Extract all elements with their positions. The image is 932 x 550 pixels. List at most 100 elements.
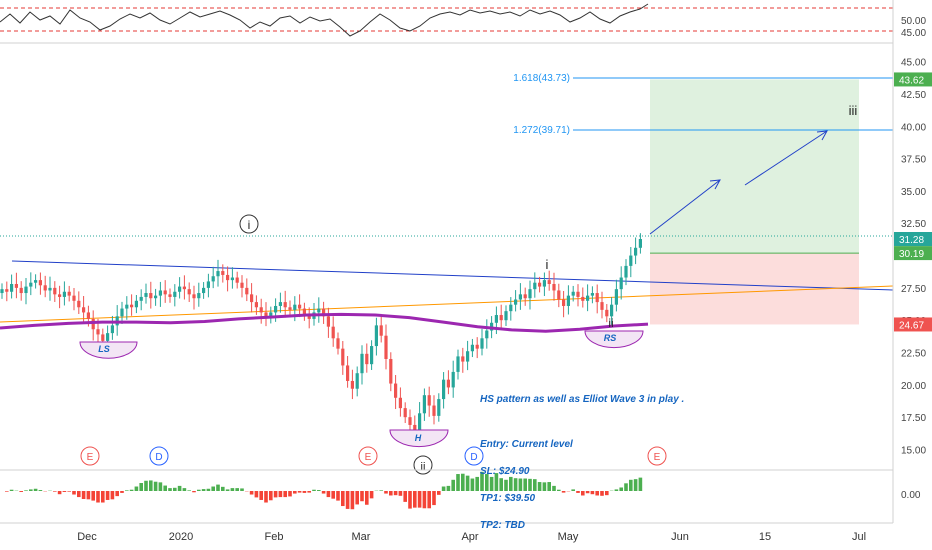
fib-level-label: 1.618(43.73) xyxy=(513,73,570,84)
event-marker-1-circle xyxy=(80,446,100,466)
histogram-bar xyxy=(120,491,124,493)
candle-body xyxy=(288,307,292,310)
candle-body xyxy=(619,277,623,290)
candle-body xyxy=(82,307,86,313)
wave-circle-ii xyxy=(413,455,433,475)
histogram-bar xyxy=(499,478,503,491)
histogram-bar xyxy=(369,491,374,499)
candle-body xyxy=(557,290,561,300)
event-marker-2-circle xyxy=(149,446,169,466)
histogram-bar xyxy=(557,489,561,491)
histogram-pane xyxy=(5,471,643,510)
histogram-bar xyxy=(221,486,225,491)
right-shoulder-arc xyxy=(584,330,644,349)
candle-body xyxy=(173,291,177,297)
candle-body xyxy=(278,302,282,306)
candle-body xyxy=(101,334,105,341)
candle-body xyxy=(302,308,306,316)
histogram-bar xyxy=(537,482,542,491)
candle-body xyxy=(456,356,460,372)
time-tick: 15 xyxy=(759,531,771,543)
candle-body xyxy=(91,318,95,330)
annotation-line-4: SL: $24.90 xyxy=(480,466,530,477)
histogram-bar xyxy=(105,491,110,500)
candle-body xyxy=(230,277,234,281)
candle-body xyxy=(259,307,263,313)
event-marker-4: D xyxy=(464,446,484,466)
histogram-bar xyxy=(72,491,76,495)
annotation-line-6: TP2: TBD xyxy=(480,520,525,531)
histogram-bar xyxy=(441,486,446,491)
time-tick: May xyxy=(558,531,579,543)
candle-body xyxy=(53,287,57,295)
candle-body xyxy=(86,312,90,319)
candle-body xyxy=(125,304,129,309)
histogram-bar xyxy=(398,491,403,496)
price-tick: 17.50 xyxy=(901,413,926,424)
histogram-bar xyxy=(153,481,158,491)
histogram-bar xyxy=(614,489,619,491)
histogram-bar xyxy=(485,474,489,491)
candle-body xyxy=(518,294,522,300)
candle-body xyxy=(182,286,186,290)
histogram-bar xyxy=(168,488,172,491)
histogram-bar xyxy=(432,491,436,506)
candle-body xyxy=(298,304,302,309)
candle-body xyxy=(566,295,570,306)
candle-body xyxy=(432,405,436,416)
candle-body xyxy=(221,271,225,275)
histogram-bar xyxy=(595,491,599,496)
histogram-bar xyxy=(581,491,585,496)
candle-body xyxy=(480,338,484,349)
candle-body xyxy=(629,255,633,266)
histogram-bar xyxy=(211,486,215,491)
candle-body xyxy=(96,329,100,335)
annotation-line-3: Entry: Current level xyxy=(480,439,573,450)
candle-body xyxy=(34,280,38,283)
histogram-bar xyxy=(533,479,537,491)
candle-body xyxy=(317,308,321,313)
candle-body xyxy=(360,353,364,374)
candle-body xyxy=(211,276,215,282)
candle-body xyxy=(0,289,4,294)
candle-body xyxy=(134,300,138,308)
candle-body xyxy=(341,348,345,366)
candle-body xyxy=(389,358,393,384)
histogram-bar xyxy=(480,471,484,491)
candle-body xyxy=(149,293,153,299)
candle-body xyxy=(595,293,599,303)
wave-label-i: i xyxy=(546,257,549,272)
candle-body xyxy=(624,265,628,278)
histogram-bar xyxy=(115,491,119,497)
projection-arrow-1 xyxy=(649,179,721,235)
candle-body xyxy=(442,379,446,400)
histogram-bar xyxy=(523,478,527,491)
time-tick: 2020 xyxy=(169,531,193,543)
candle-body xyxy=(610,304,614,317)
candle-body xyxy=(110,325,114,334)
right-shoulder-label: RS xyxy=(604,333,617,343)
histogram-bar xyxy=(470,478,475,491)
candle-body xyxy=(67,291,71,296)
candle-body xyxy=(466,351,470,362)
time-tick: Mar xyxy=(352,531,371,543)
event-marker-1-label: E xyxy=(87,452,94,463)
candle-body xyxy=(322,308,326,317)
candle-body xyxy=(365,353,369,365)
histogram-bar xyxy=(389,491,393,496)
histogram-bar xyxy=(427,491,431,509)
histogram-bar xyxy=(317,490,321,491)
candle-body xyxy=(38,280,42,286)
histogram-bar xyxy=(134,486,139,491)
candle-body xyxy=(634,247,638,256)
candle-body xyxy=(413,424,417,432)
histogram-bar xyxy=(192,491,196,493)
time-tick: Dec xyxy=(77,531,97,543)
candle-body xyxy=(274,305,278,313)
histogram-bar xyxy=(360,491,364,502)
left-shoulder-marker: LS xyxy=(79,341,138,359)
candle-body xyxy=(581,296,585,301)
histogram-bar xyxy=(302,491,307,493)
candle-body xyxy=(226,274,230,281)
histogram-bar xyxy=(283,491,287,498)
